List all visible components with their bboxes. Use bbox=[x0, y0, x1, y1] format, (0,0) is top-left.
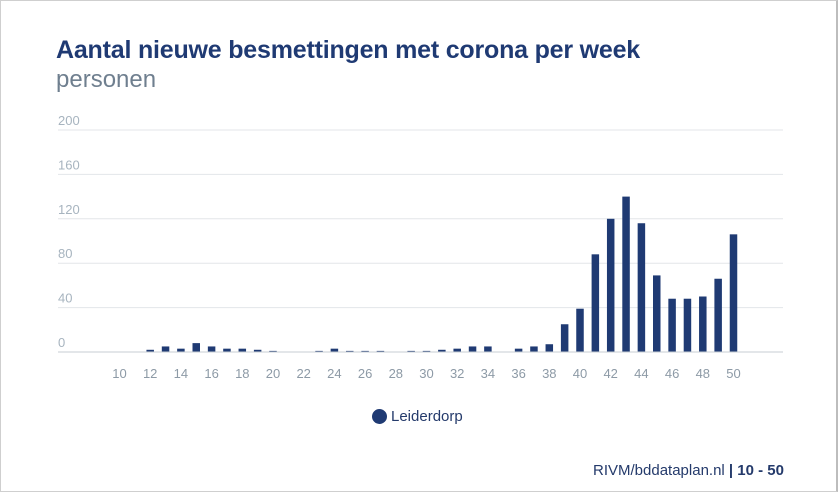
bar-week-24 bbox=[330, 348, 339, 352]
x-tick-label: 22 bbox=[296, 366, 310, 381]
bar-week-20 bbox=[269, 350, 277, 352]
bar-week-46 bbox=[668, 298, 676, 352]
x-axis-ticks: 10 12 14 16 18 20 22 24 26 28 30 32 34 36 38 40 42 44 46 48… bbox=[112, 366, 740, 381]
chart-subtitle: personen bbox=[56, 66, 157, 93]
x-tick-label: 34 bbox=[481, 366, 495, 381]
grid-lines bbox=[58, 129, 783, 309]
bar-week-44 bbox=[637, 223, 646, 352]
x-tick-label: 20 bbox=[266, 366, 280, 381]
x-tick-label: 38 bbox=[542, 366, 556, 381]
bar-week-27 bbox=[376, 350, 385, 352]
legend-label: Leiderdorp bbox=[391, 408, 463, 425]
bar-week-45 bbox=[653, 275, 661, 352]
x-tick-label: 40 bbox=[573, 366, 587, 381]
bar-week-37 bbox=[530, 346, 538, 352]
bar-week-40 bbox=[576, 308, 584, 352]
x-tick-label: 24 bbox=[327, 366, 341, 381]
y-tick-label: 40 bbox=[58, 291, 72, 306]
y-tick-label: 200 bbox=[58, 113, 80, 128]
x-tick-label: 36 bbox=[511, 366, 525, 381]
bar-week-47 bbox=[683, 298, 692, 352]
x-tick-label: 44 bbox=[634, 366, 648, 381]
x-tick-label: 12 bbox=[143, 366, 157, 381]
source-text: RIVM/bddataplan.nl bbox=[593, 462, 725, 479]
source-credit: RIVM/bddataplan.nl | 10 - 50 bbox=[593, 462, 784, 479]
bar-week-31 bbox=[438, 349, 446, 352]
bar-week-43 bbox=[622, 196, 630, 352]
x-tick-label: 48 bbox=[696, 366, 710, 381]
bar-week-16 bbox=[207, 346, 216, 352]
bar-week-36 bbox=[514, 348, 523, 352]
bar-week-34 bbox=[484, 346, 492, 352]
bars bbox=[146, 196, 738, 352]
bar-week-38 bbox=[545, 344, 554, 352]
y-tick-label: 80 bbox=[58, 246, 72, 261]
bar-week-25 bbox=[346, 350, 354, 352]
bar-week-32 bbox=[453, 348, 461, 352]
legend-swatch bbox=[372, 409, 387, 424]
legend: Leiderdorp bbox=[372, 408, 463, 425]
bar-week-50 bbox=[729, 234, 738, 352]
bar-week-26 bbox=[361, 350, 369, 352]
chart-title: Aantal nieuwe besmettingen met corona pe… bbox=[56, 36, 641, 64]
bar-week-14 bbox=[177, 348, 185, 352]
x-tick-label: 10 bbox=[112, 366, 126, 381]
x-tick-label: 18 bbox=[235, 366, 249, 381]
x-tick-label: 32 bbox=[450, 366, 464, 381]
source-range: 10 - 50 bbox=[737, 462, 784, 479]
bar-week-42 bbox=[606, 218, 615, 352]
x-tick-label: 14 bbox=[174, 366, 188, 381]
bar-week-15 bbox=[192, 343, 200, 352]
bar-week-39 bbox=[560, 324, 569, 352]
x-tick-label: 16 bbox=[204, 366, 218, 381]
bar-week-13 bbox=[161, 346, 170, 352]
bar-week-12 bbox=[146, 349, 154, 352]
bar-week-30 bbox=[422, 350, 431, 352]
bar-week-23 bbox=[315, 350, 323, 352]
bar-week-48 bbox=[699, 296, 707, 352]
x-tick-label: 26 bbox=[358, 366, 372, 381]
y-tick-label: 0 bbox=[58, 335, 65, 350]
source-separator: | bbox=[728, 462, 734, 479]
x-tick-label: 46 bbox=[665, 366, 679, 381]
bar-week-29 bbox=[407, 350, 415, 352]
y-tick-label: 160 bbox=[58, 157, 80, 172]
bar-week-17 bbox=[223, 348, 231, 352]
y-tick-label: 120 bbox=[58, 202, 80, 217]
bar-week-33 bbox=[468, 346, 477, 352]
x-tick-label: 42 bbox=[603, 366, 617, 381]
x-tick-label: 50 bbox=[726, 366, 740, 381]
bar-week-41 bbox=[591, 254, 600, 352]
x-tick-label: 28 bbox=[389, 366, 403, 381]
bar-week-49 bbox=[714, 278, 722, 352]
bar-week-19 bbox=[253, 349, 262, 352]
bar-week-18 bbox=[238, 348, 247, 352]
y-axis-ticks: 0 40 80 120 160 200 bbox=[58, 113, 80, 350]
x-tick-label: 30 bbox=[419, 366, 433, 381]
